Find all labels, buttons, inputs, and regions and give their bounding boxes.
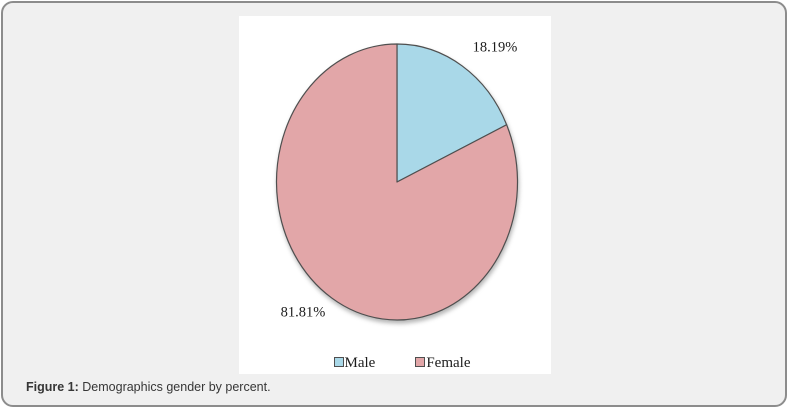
legend-label-male: Male [344,355,376,371]
male-percent-label: 18.19% [472,39,518,56]
pie-slice-male [396,43,508,183]
figure-caption: Figure 1: Demographics gender by percent… [26,380,271,394]
legend-label-female: Female [426,355,471,371]
chart-panel: 18.19% 81.81% Male Female [239,16,551,374]
legend-item-female: Female [415,356,470,371]
male-swatch-icon [333,357,344,367]
legend-item-male: Male [333,355,376,371]
female-swatch-icon [415,357,426,367]
figure-caption-text: Demographics gender by percent. [78,380,271,394]
female-percent-label: 81.81% [280,304,326,321]
legend: Male Female [239,356,551,371]
pie-slice-female [275,43,519,321]
figure-caption-label: Figure 1: [26,380,79,394]
pie-chart [275,43,519,321]
